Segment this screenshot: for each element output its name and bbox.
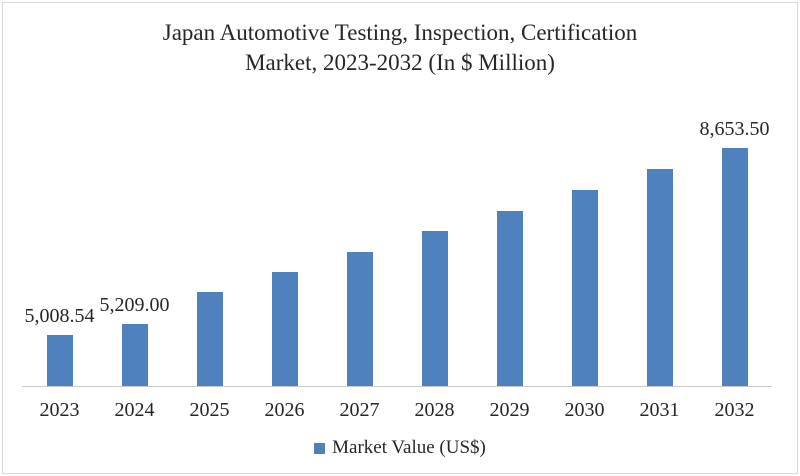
bar-2026 <box>271 272 298 386</box>
bar-2029 <box>496 211 523 386</box>
legend-marker-icon <box>314 442 326 454</box>
x-axis-label-2024: 2024 <box>114 399 155 421</box>
x-axis-label-2025: 2025 <box>189 399 230 421</box>
x-axis-label-2023: 2023 <box>39 399 80 421</box>
x-axis-label-2028: 2028 <box>414 399 455 421</box>
bar-2028 <box>421 231 448 386</box>
legend-label: Market Value (US$) <box>332 437 486 458</box>
x-axis-label-2030: 2030 <box>564 399 605 421</box>
chart-title: Japan Automotive Testing, Inspection, Ce… <box>0 18 800 78</box>
bar-2027 <box>346 252 373 386</box>
bar-2032 <box>721 148 748 386</box>
x-axis-label-2032: 2032 <box>714 399 755 421</box>
x-axis-label-2031: 2031 <box>639 399 680 421</box>
bar-2025 <box>196 292 223 386</box>
chart-title-line2: Market, 2023-2032 (In $ Million) <box>245 50 555 75</box>
x-axis-label-2026: 2026 <box>264 399 305 421</box>
bar-value-label-2032: 8,653.50 <box>699 118 770 140</box>
legend: Market Value (US$) <box>0 436 800 460</box>
chart-title-line1: Japan Automotive Testing, Inspection, Ce… <box>162 20 638 45</box>
bar-2024 <box>121 324 148 386</box>
x-axis-label-2029: 2029 <box>489 399 530 421</box>
bar-value-label-2023: 5,008.54 <box>24 305 95 327</box>
bar-2030 <box>571 190 598 386</box>
bar-2031 <box>646 169 673 386</box>
x-axis-label-2027: 2027 <box>339 399 380 421</box>
x-axis-line <box>22 386 772 387</box>
bar-2023 <box>46 335 73 386</box>
bar-value-label-2024: 5,209.00 <box>99 294 170 316</box>
